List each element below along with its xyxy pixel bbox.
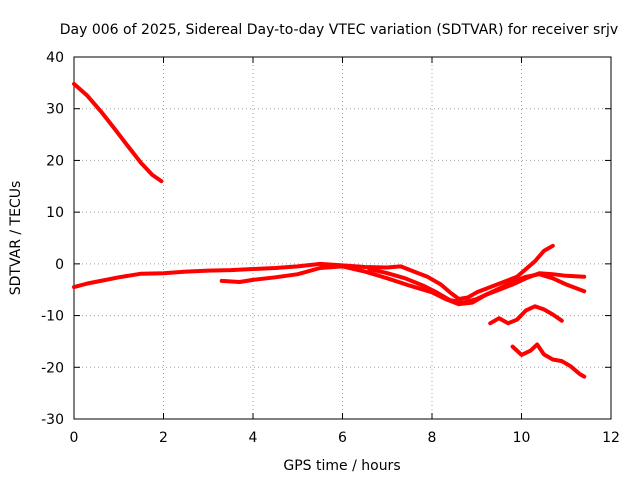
x-tick-label: 6 — [338, 430, 347, 446]
series-layer — [72, 81, 587, 379]
x-axis-label: GPS time / hours — [283, 458, 400, 474]
y-axis-label: SDTVAR / TECUs — [8, 181, 24, 296]
y-tick-label: -30 — [41, 412, 64, 428]
y-tick-label: 20 — [46, 153, 64, 169]
x-tick-label: 8 — [428, 430, 437, 446]
x-tick-label: 4 — [249, 430, 258, 446]
series-line-segment-5 — [488, 304, 564, 326]
tick-layer: 0 2 4 6 8 10 12 -30 -20 -10 0 10 20 30 40 — [41, 50, 620, 446]
y-tick-label: -20 — [41, 360, 64, 376]
x-tick-label: 10 — [513, 430, 531, 446]
series-line-segment-2 — [72, 243, 555, 301]
y-tick-label: 40 — [46, 50, 64, 66]
series-line-segment-1 — [72, 81, 164, 184]
y-tick-label: 10 — [46, 205, 64, 221]
x-tick-label: 0 — [70, 430, 79, 446]
x-tick-label: 2 — [159, 430, 168, 446]
y-tick-label: 30 — [46, 102, 64, 118]
x-tick-label: 12 — [602, 430, 620, 446]
chart-title: Day 006 of 2025, Sidereal Day-to-day VTE… — [60, 22, 618, 38]
series-line-segment-3 — [219, 264, 587, 307]
series-line-segment-6 — [510, 342, 587, 379]
series-line-segment-4 — [367, 267, 587, 305]
grid-layer — [74, 57, 611, 419]
y-tick-label: 0 — [55, 257, 64, 273]
y-tick-label: -10 — [41, 309, 64, 325]
